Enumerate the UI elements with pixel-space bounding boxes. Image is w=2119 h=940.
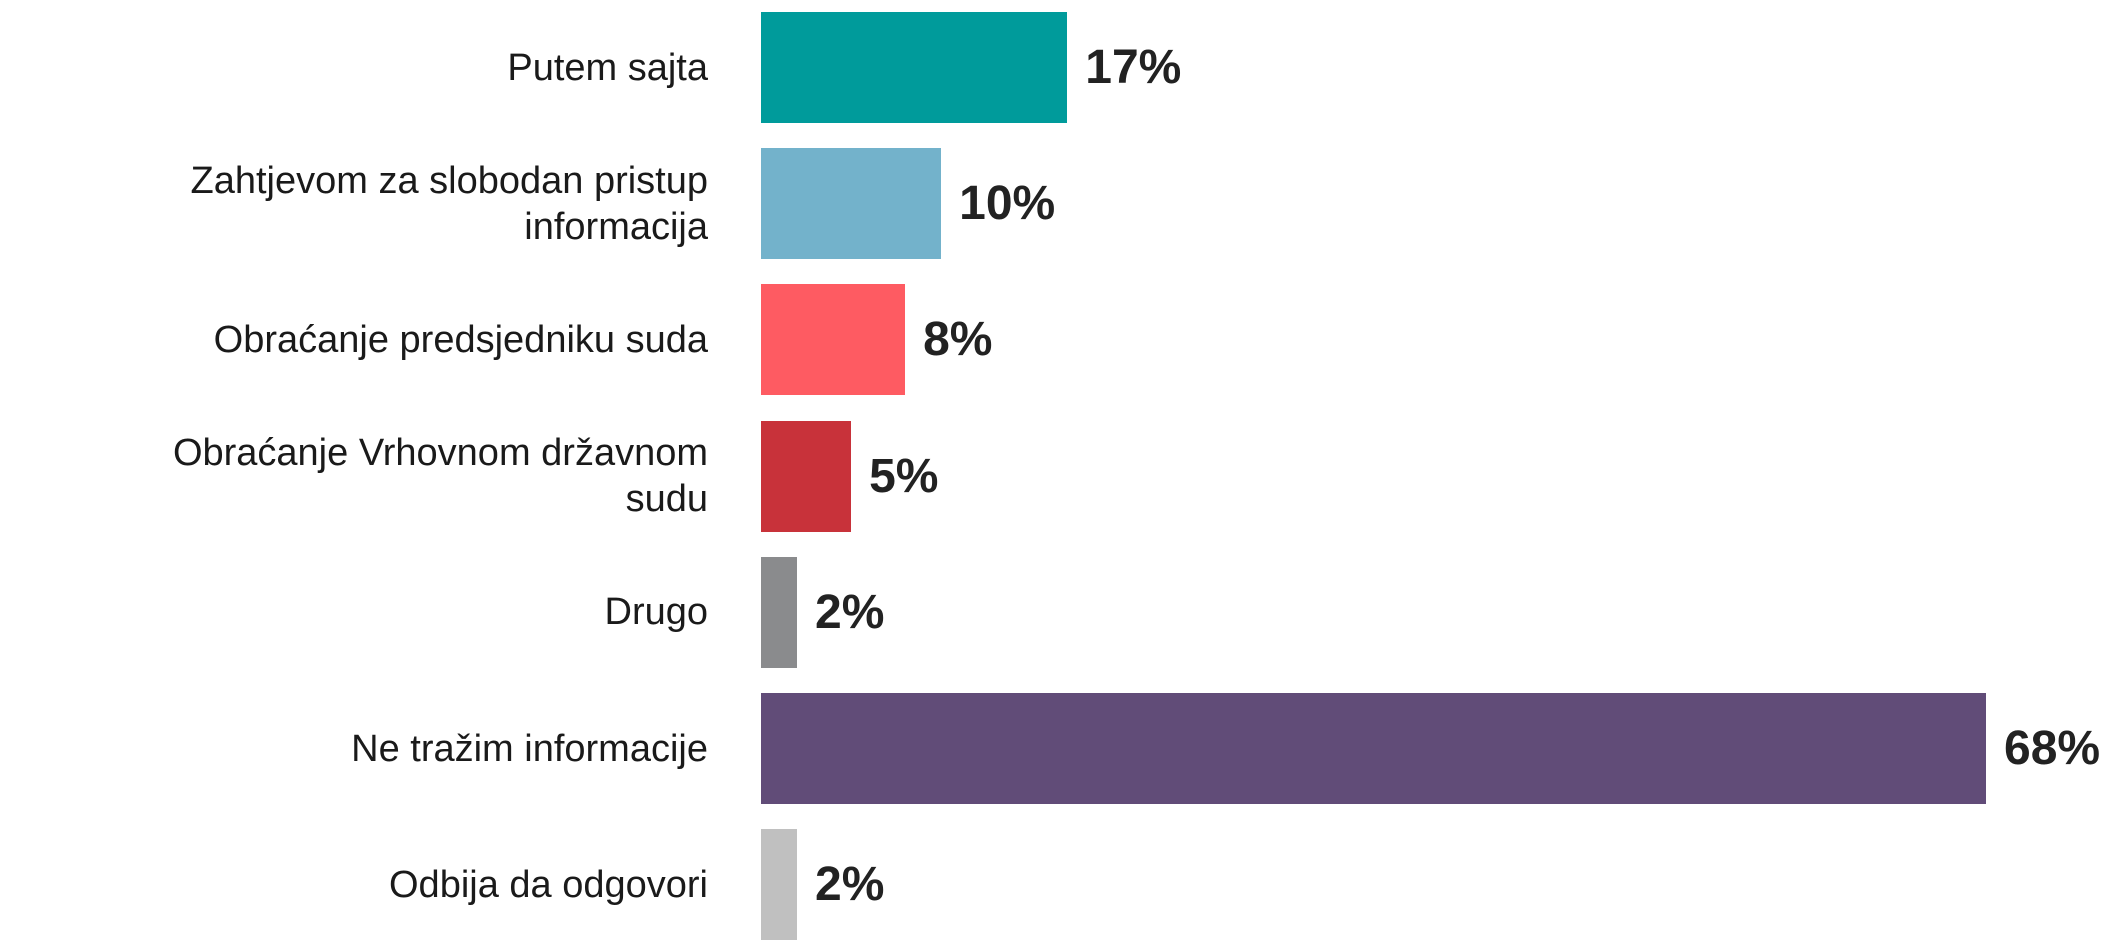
category-label: Obraćanje Vrhovnom državnom sudu [172,432,708,521]
category-label: Putem sajta [507,46,708,89]
value-label: 2% [815,585,885,639]
value-label: 2% [815,858,885,912]
bar [761,693,1986,804]
bar [761,829,798,940]
value-label: 17% [1085,41,1182,94]
bar [761,556,798,668]
value-label: 5% [869,449,939,503]
category-label: Odbija da odgovori [389,863,708,906]
bar [761,284,906,396]
value-label: 68% [2004,722,2101,775]
category-label: Zahtjevom za slobodan pristup informacij… [190,159,708,248]
bar [761,12,1068,123]
category-label: Drugo [604,591,709,634]
bar [761,148,942,260]
category-label: Ne tražim informacije [351,727,708,770]
bar [761,420,852,532]
category-label: Obraćanje predsjedniku suda [213,318,708,361]
value-label: 10% [959,177,1056,231]
value-label: 8% [923,313,993,367]
